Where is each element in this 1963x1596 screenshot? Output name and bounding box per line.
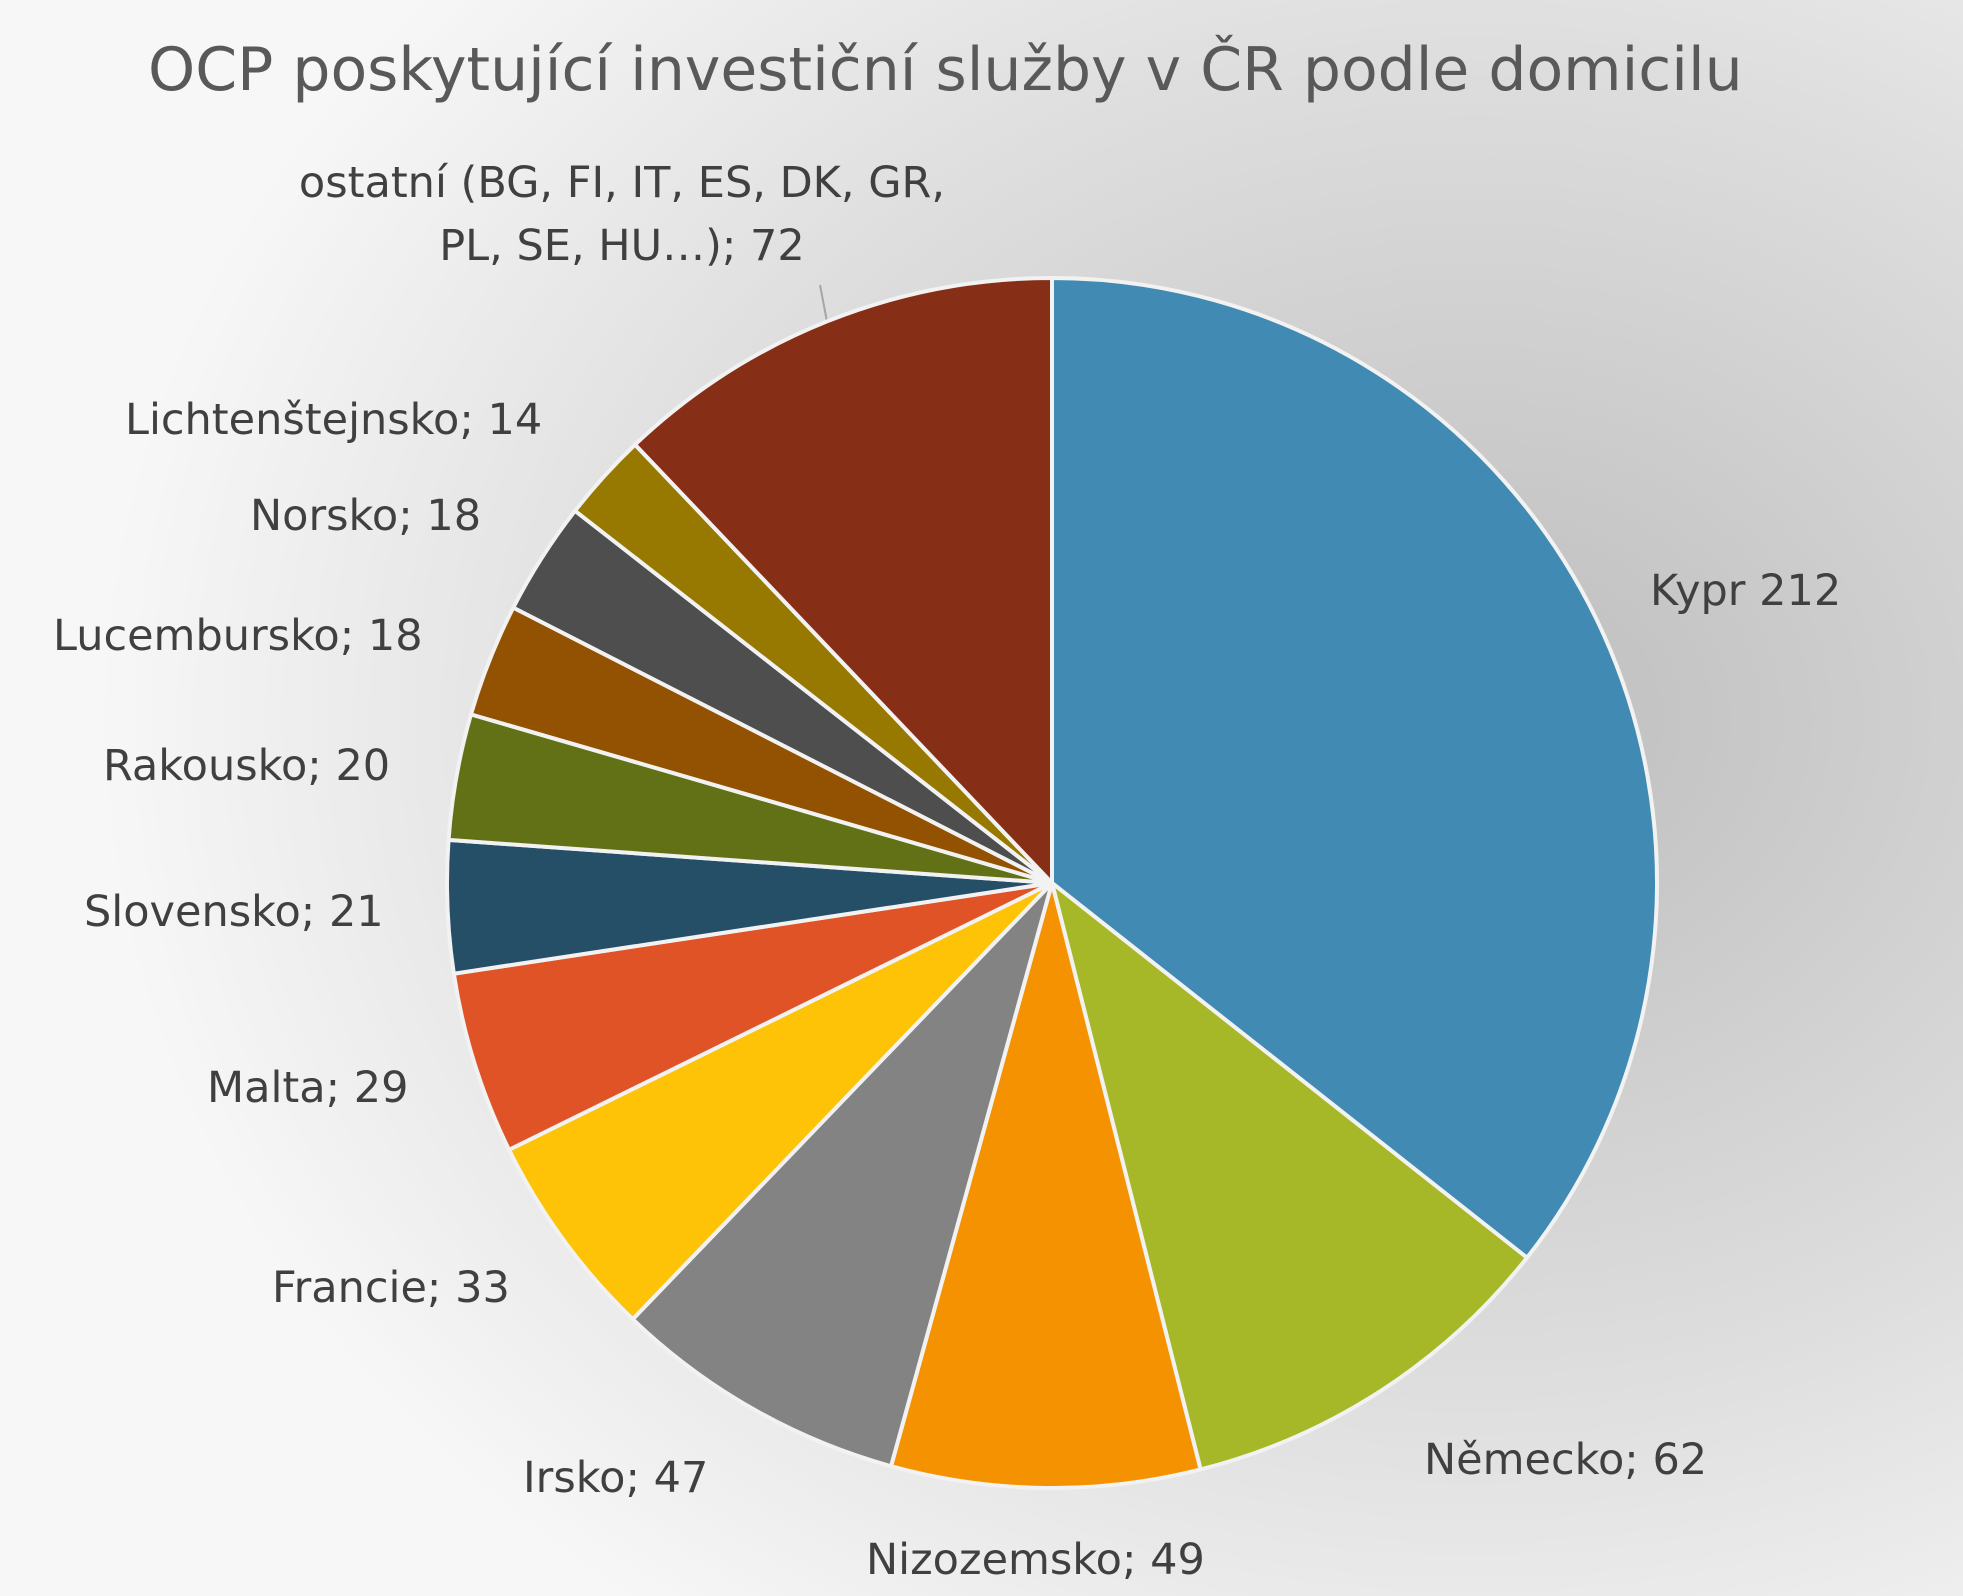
pie-slice [888, 875, 1204, 1490]
data-label: Slovensko; 21 [84, 887, 384, 937]
pie-slice [629, 881, 1054, 1469]
data-label: Malta; 29 [207, 1063, 408, 1113]
data-label: Lichtenštejnsko; 14 [125, 395, 542, 445]
data-label: Norsko; 18 [250, 491, 481, 541]
data-label: Irsko; 47 [523, 1453, 708, 1503]
pie-slice [451, 881, 1053, 1153]
data-label: Kypr 212 [1650, 566, 1841, 616]
data-label: Německo; 62 [1424, 1435, 1707, 1485]
data-label: ostatní (BG, FI, IT, ES, DK, GR, PL, SE, … [299, 158, 945, 271]
data-label: Nizozemsko; 49 [866, 1535, 1205, 1585]
pie-slice [1048, 877, 1530, 1472]
pie-slice [506, 881, 1054, 1323]
chart-title: OCP poskytující investiční služby v ČR p… [148, 34, 1743, 105]
pie-slice [1050, 275, 1659, 1261]
data-label: Francie; 33 [272, 1263, 510, 1313]
data-label: Rakousko; 20 [103, 741, 390, 791]
data-label: Lucembursko; 18 [53, 611, 423, 661]
pie-slice [632, 275, 1054, 889]
